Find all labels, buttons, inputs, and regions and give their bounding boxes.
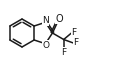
Text: F: F [61,48,66,56]
Text: F: F [73,38,78,47]
Text: F: F [71,28,76,37]
Text: N: N [42,16,49,25]
Text: O: O [42,41,49,50]
Text: O: O [55,14,63,24]
